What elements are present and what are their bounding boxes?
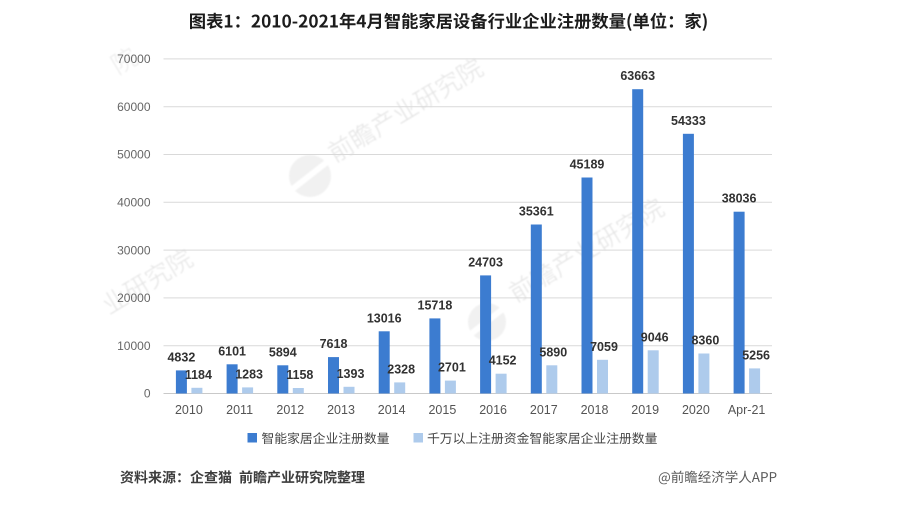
svg-text:7618: 7618 (320, 337, 348, 351)
svg-text:63663: 63663 (620, 69, 655, 83)
svg-text:2018: 2018 (581, 403, 609, 417)
svg-text:30000: 30000 (117, 243, 151, 257)
svg-text:6101: 6101 (218, 344, 246, 358)
svg-text:8360: 8360 (691, 334, 719, 348)
svg-text:70000: 70000 (117, 52, 151, 66)
svg-text:13016: 13016 (367, 311, 402, 325)
svg-text:7059: 7059 (590, 340, 618, 354)
svg-text:1158: 1158 (286, 368, 313, 382)
svg-text:5894: 5894 (269, 345, 297, 359)
svg-text:2701: 2701 (438, 361, 466, 375)
svg-text:38036: 38036 (722, 192, 757, 206)
svg-text:20000: 20000 (117, 291, 151, 305)
svg-text:2012: 2012 (276, 403, 304, 417)
svg-text:15718: 15718 (418, 298, 453, 312)
svg-text:60000: 60000 (117, 100, 151, 114)
svg-text:35361: 35361 (519, 205, 554, 219)
svg-text:4832: 4832 (167, 350, 195, 364)
svg-text:2017: 2017 (530, 403, 558, 417)
svg-text:2010: 2010 (175, 403, 203, 417)
svg-text:1184: 1184 (185, 368, 212, 382)
svg-text:40000: 40000 (117, 196, 151, 210)
svg-text:9046: 9046 (641, 330, 669, 344)
svg-text:2020: 2020 (682, 403, 710, 417)
svg-text:2016: 2016 (479, 403, 507, 417)
svg-text:0: 0 (144, 387, 151, 401)
svg-text:2014: 2014 (378, 403, 406, 417)
svg-text:5256: 5256 (742, 348, 770, 362)
svg-text:24703: 24703 (468, 255, 503, 269)
svg-text:Apr-21: Apr-21 (728, 403, 766, 417)
svg-text:2013: 2013 (327, 403, 355, 417)
svg-text:2328: 2328 (387, 362, 415, 376)
svg-text:4152: 4152 (489, 354, 517, 368)
svg-text:50000: 50000 (117, 148, 151, 162)
svg-text:2015: 2015 (428, 403, 456, 417)
svg-text:5890: 5890 (539, 345, 567, 359)
svg-text:45189: 45189 (570, 158, 605, 172)
svg-text:1283: 1283 (235, 367, 263, 381)
svg-text:1393: 1393 (337, 367, 365, 381)
svg-text:54333: 54333 (671, 114, 706, 128)
svg-text:2019: 2019 (631, 403, 659, 417)
svg-text:10000: 10000 (117, 339, 151, 353)
svg-text:2011: 2011 (226, 403, 253, 417)
